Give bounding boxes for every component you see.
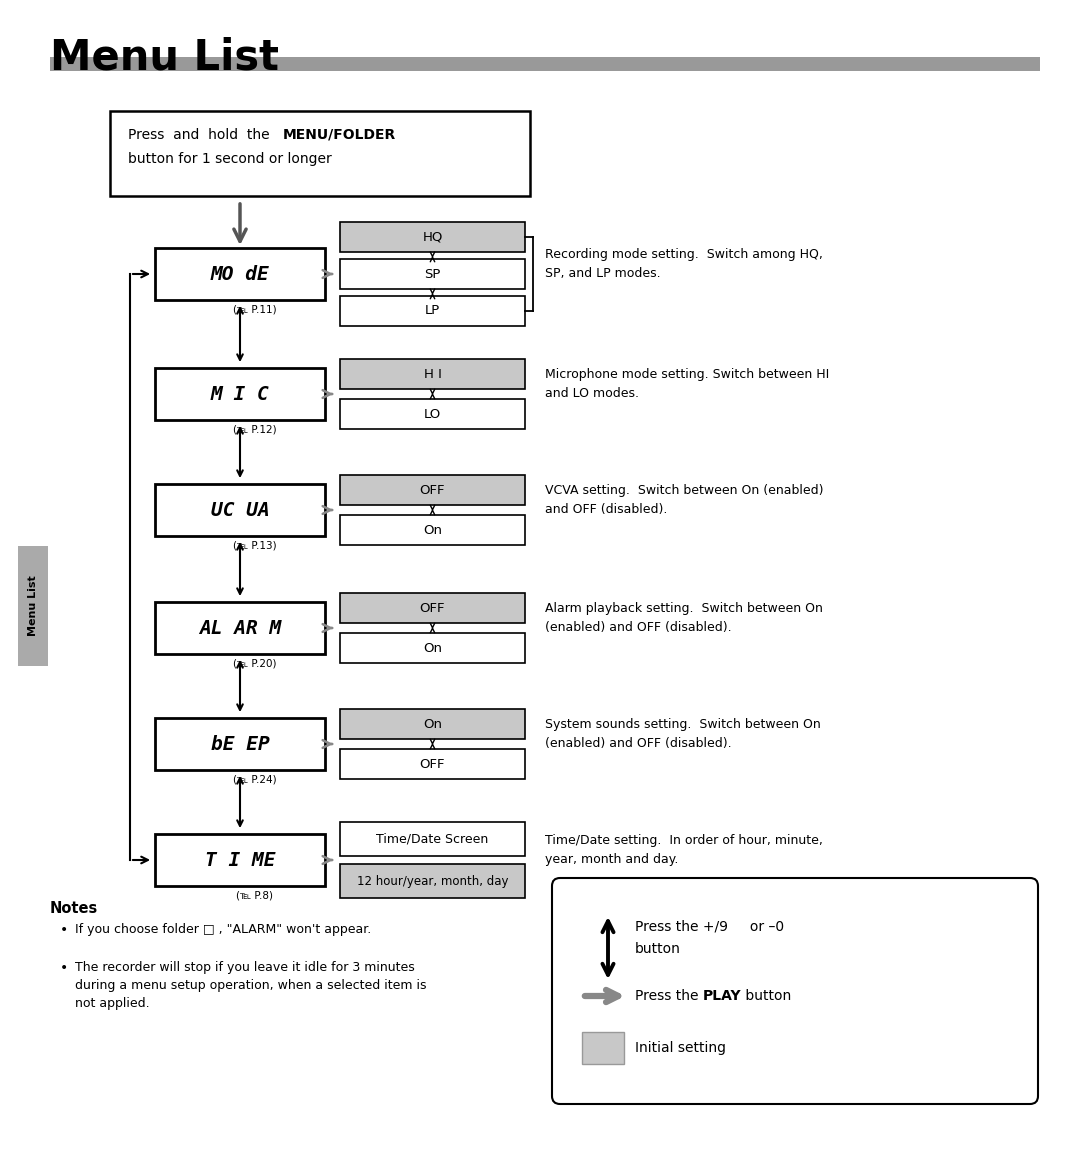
Text: LP: LP bbox=[424, 304, 441, 318]
Bar bbox=[340, 749, 525, 779]
Bar bbox=[340, 475, 525, 505]
Bar bbox=[156, 718, 325, 770]
Text: HQ: HQ bbox=[422, 230, 443, 244]
Text: (℡ P.20): (℡ P.20) bbox=[233, 658, 276, 668]
Text: VCVA setting.  Switch between On (enabled)
and OFF (disabled).: VCVA setting. Switch between On (enabled… bbox=[545, 484, 824, 516]
Text: M I C: M I C bbox=[211, 385, 269, 403]
Bar bbox=[340, 709, 525, 739]
Text: Notes: Notes bbox=[50, 901, 98, 916]
Text: H I: H I bbox=[423, 368, 442, 380]
Text: Time/Date Screen: Time/Date Screen bbox=[376, 832, 488, 845]
Bar bbox=[340, 822, 525, 855]
Text: button: button bbox=[741, 990, 792, 1003]
Text: OFF: OFF bbox=[420, 601, 445, 615]
FancyBboxPatch shape bbox=[552, 879, 1038, 1104]
Bar bbox=[582, 1032, 624, 1064]
Text: •: • bbox=[60, 961, 68, 975]
Text: (℡ P.24): (℡ P.24) bbox=[233, 775, 276, 784]
Text: 12 hour/year, month, day: 12 hour/year, month, day bbox=[356, 874, 509, 888]
Bar bbox=[340, 864, 525, 898]
Text: UC UA: UC UA bbox=[211, 501, 269, 519]
Text: AL AR M: AL AR M bbox=[199, 618, 281, 637]
Bar bbox=[340, 259, 525, 289]
Text: On: On bbox=[423, 524, 442, 536]
Text: (℡ P.12): (℡ P.12) bbox=[233, 424, 276, 434]
Text: •: • bbox=[60, 922, 68, 938]
Text: On: On bbox=[423, 718, 442, 731]
Text: LO: LO bbox=[423, 408, 441, 421]
Bar bbox=[340, 633, 525, 664]
Bar bbox=[156, 484, 325, 536]
Text: T I ME: T I ME bbox=[205, 851, 275, 869]
Text: Time/Date setting.  In order of hour, minute,
year, month and day.: Time/Date setting. In order of hour, min… bbox=[545, 835, 823, 866]
Text: MO dE: MO dE bbox=[211, 265, 269, 283]
Text: Press the: Press the bbox=[635, 990, 703, 1003]
Text: (℡ P.13): (℡ P.13) bbox=[233, 540, 276, 550]
Bar bbox=[340, 360, 525, 390]
Bar bbox=[156, 368, 325, 420]
Text: button for 1 second or longer: button for 1 second or longer bbox=[129, 151, 332, 166]
Text: If you choose folder □ , "ALARM" won't appear.: If you choose folder □ , "ALARM" won't a… bbox=[75, 922, 372, 936]
Bar bbox=[340, 516, 525, 544]
Bar bbox=[340, 399, 525, 429]
Text: (℡ P.11): (℡ P.11) bbox=[233, 304, 276, 314]
Text: On: On bbox=[423, 642, 442, 654]
Text: (℡ P.8): (℡ P.8) bbox=[237, 890, 273, 901]
Text: bE EP: bE EP bbox=[211, 734, 269, 754]
Text: Microphone mode setting. Switch between HI
and LO modes.: Microphone mode setting. Switch between … bbox=[545, 369, 829, 400]
Text: Menu List: Menu List bbox=[50, 36, 279, 77]
Bar bbox=[110, 111, 530, 197]
Text: PLAY: PLAY bbox=[703, 990, 742, 1003]
Bar bbox=[156, 833, 325, 885]
Bar bbox=[340, 593, 525, 623]
Text: Initial setting: Initial setting bbox=[635, 1042, 726, 1055]
Bar bbox=[156, 602, 325, 654]
Bar bbox=[18, 546, 48, 666]
Text: OFF: OFF bbox=[420, 757, 445, 771]
Text: Alarm playback setting.  Switch between On
(enabled) and OFF (disabled).: Alarm playback setting. Switch between O… bbox=[545, 602, 823, 633]
Text: MENU/FOLDER: MENU/FOLDER bbox=[283, 128, 396, 142]
Text: The recorder will stop if you leave it idle for 3 minutes
during a menu setup op: The recorder will stop if you leave it i… bbox=[75, 961, 427, 1010]
Bar bbox=[50, 57, 1040, 71]
Text: Recording mode setting.  Switch among HQ,
SP, and LP modes.: Recording mode setting. Switch among HQ,… bbox=[545, 249, 823, 280]
Text: SP: SP bbox=[424, 267, 441, 281]
Text: System sounds setting.  Switch between On
(enabled) and OFF (disabled).: System sounds setting. Switch between On… bbox=[545, 718, 821, 750]
Bar bbox=[340, 296, 525, 326]
Bar bbox=[340, 222, 525, 252]
Text: Press  and  hold  the: Press and hold the bbox=[129, 128, 279, 142]
Bar bbox=[156, 249, 325, 301]
Text: OFF: OFF bbox=[420, 483, 445, 496]
Text: Press the +/9     or –0
button: Press the +/9 or –0 button bbox=[635, 920, 784, 956]
Text: Menu List: Menu List bbox=[28, 576, 38, 636]
